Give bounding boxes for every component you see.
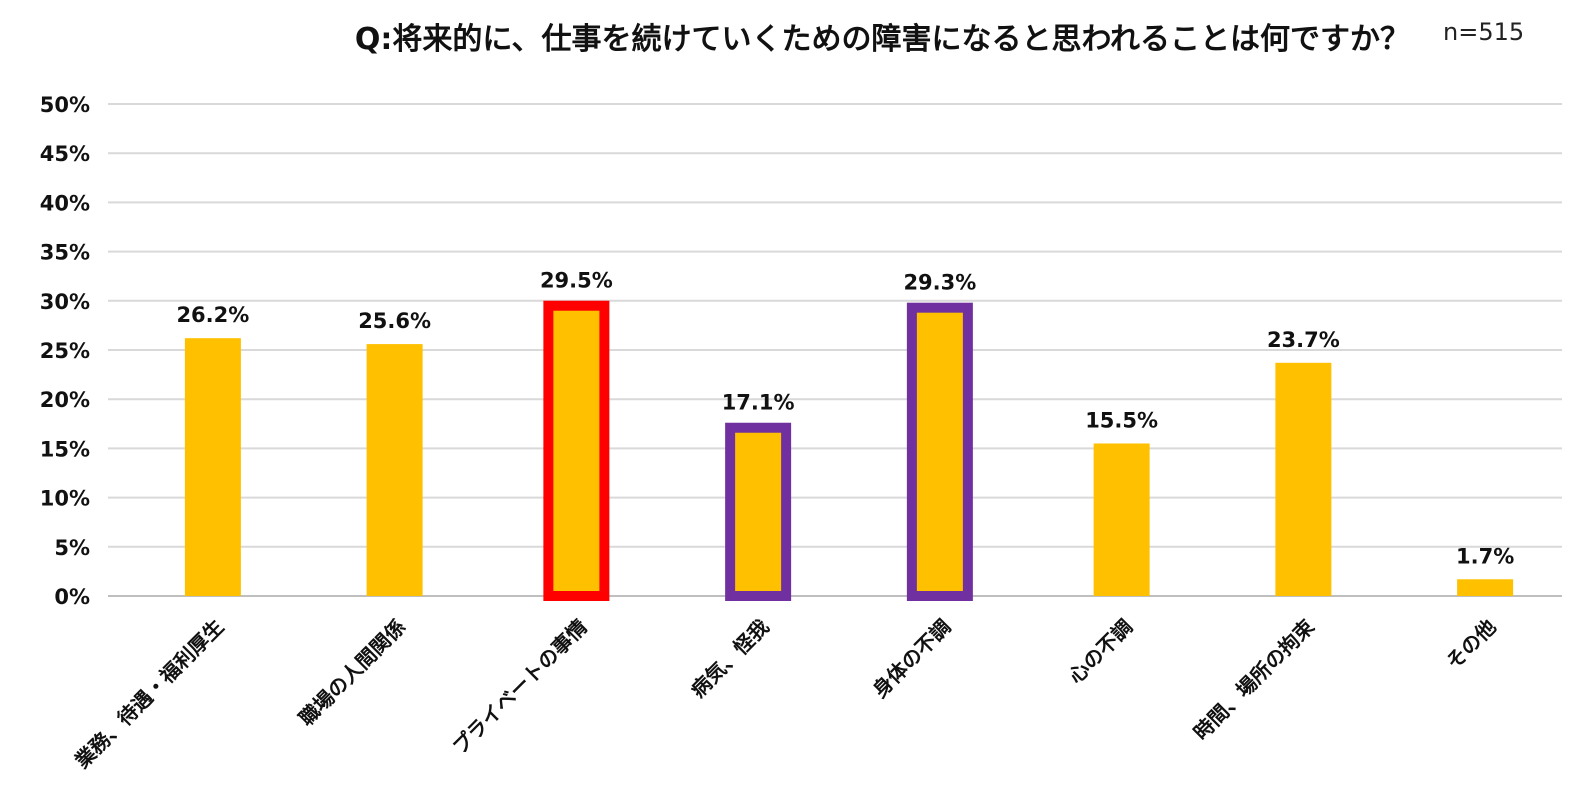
bar	[366, 344, 423, 596]
bar	[1457, 579, 1514, 596]
category-label: 心の不調	[1064, 615, 1138, 689]
y-tick-label: 30%	[40, 290, 90, 314]
y-tick-label: 35%	[40, 241, 90, 265]
y-tick-label: 20%	[40, 388, 90, 412]
category-label: 業務、待遇・福利厚生	[70, 615, 228, 773]
category-label: その他	[1441, 615, 1500, 674]
bar	[184, 338, 241, 596]
category-label: 身体の不調	[868, 615, 956, 703]
y-tick-label: 45%	[40, 142, 90, 166]
y-tick-label: 40%	[40, 191, 90, 215]
y-tick-label: 15%	[40, 437, 90, 461]
bar	[543, 300, 610, 601]
sample-size-label: n=515	[1443, 18, 1525, 46]
category-label: 病気、怪我	[686, 615, 774, 703]
y-tick-label: 50%	[40, 93, 90, 117]
category-label: 職場の人間関係	[294, 615, 410, 731]
data-label: 1.7%	[1456, 544, 1514, 568]
bar	[1093, 443, 1150, 596]
y-tick-label: 25%	[40, 339, 90, 363]
gridlines	[108, 103, 1562, 597]
data-label: 25.6%	[358, 309, 431, 333]
data-label: 17.1%	[722, 391, 795, 415]
data-label: 29.3%	[903, 271, 976, 295]
chart-title: Q:将来的に、仕事を続けていくための障害になると思われることは何ですか？	[354, 22, 1410, 57]
y-axis-tick-labels: 0% 5% 10% 15% 20% 25% 30% 35% 40% 45% 50%	[40, 93, 90, 609]
bar	[906, 302, 973, 601]
y-tick-label: 10%	[40, 487, 90, 511]
bar	[725, 422, 792, 601]
data-label: 29.5%	[540, 269, 613, 293]
data-label: 15.5%	[1085, 408, 1158, 432]
category-labels: 業務、待遇・福利厚生 職場の人間関係 プライベートの事情 病気、怪我 身体の不調 心の不調…	[70, 614, 1501, 773]
y-tick-label: 5%	[54, 536, 90, 560]
category-label: 時間、場所の拘束	[1189, 614, 1320, 745]
data-labels: 26.2% 25.6% 29.5% 17.1% 29.3% 15.5% 23.7% 1.7%	[176, 269, 1514, 569]
bars	[184, 300, 1514, 601]
data-label: 23.7%	[1267, 328, 1340, 352]
category-label: プライベートの事情	[448, 615, 592, 759]
data-label: 26.2%	[176, 303, 249, 327]
y-tick-label: 0%	[54, 585, 90, 609]
bar	[1275, 362, 1332, 596]
